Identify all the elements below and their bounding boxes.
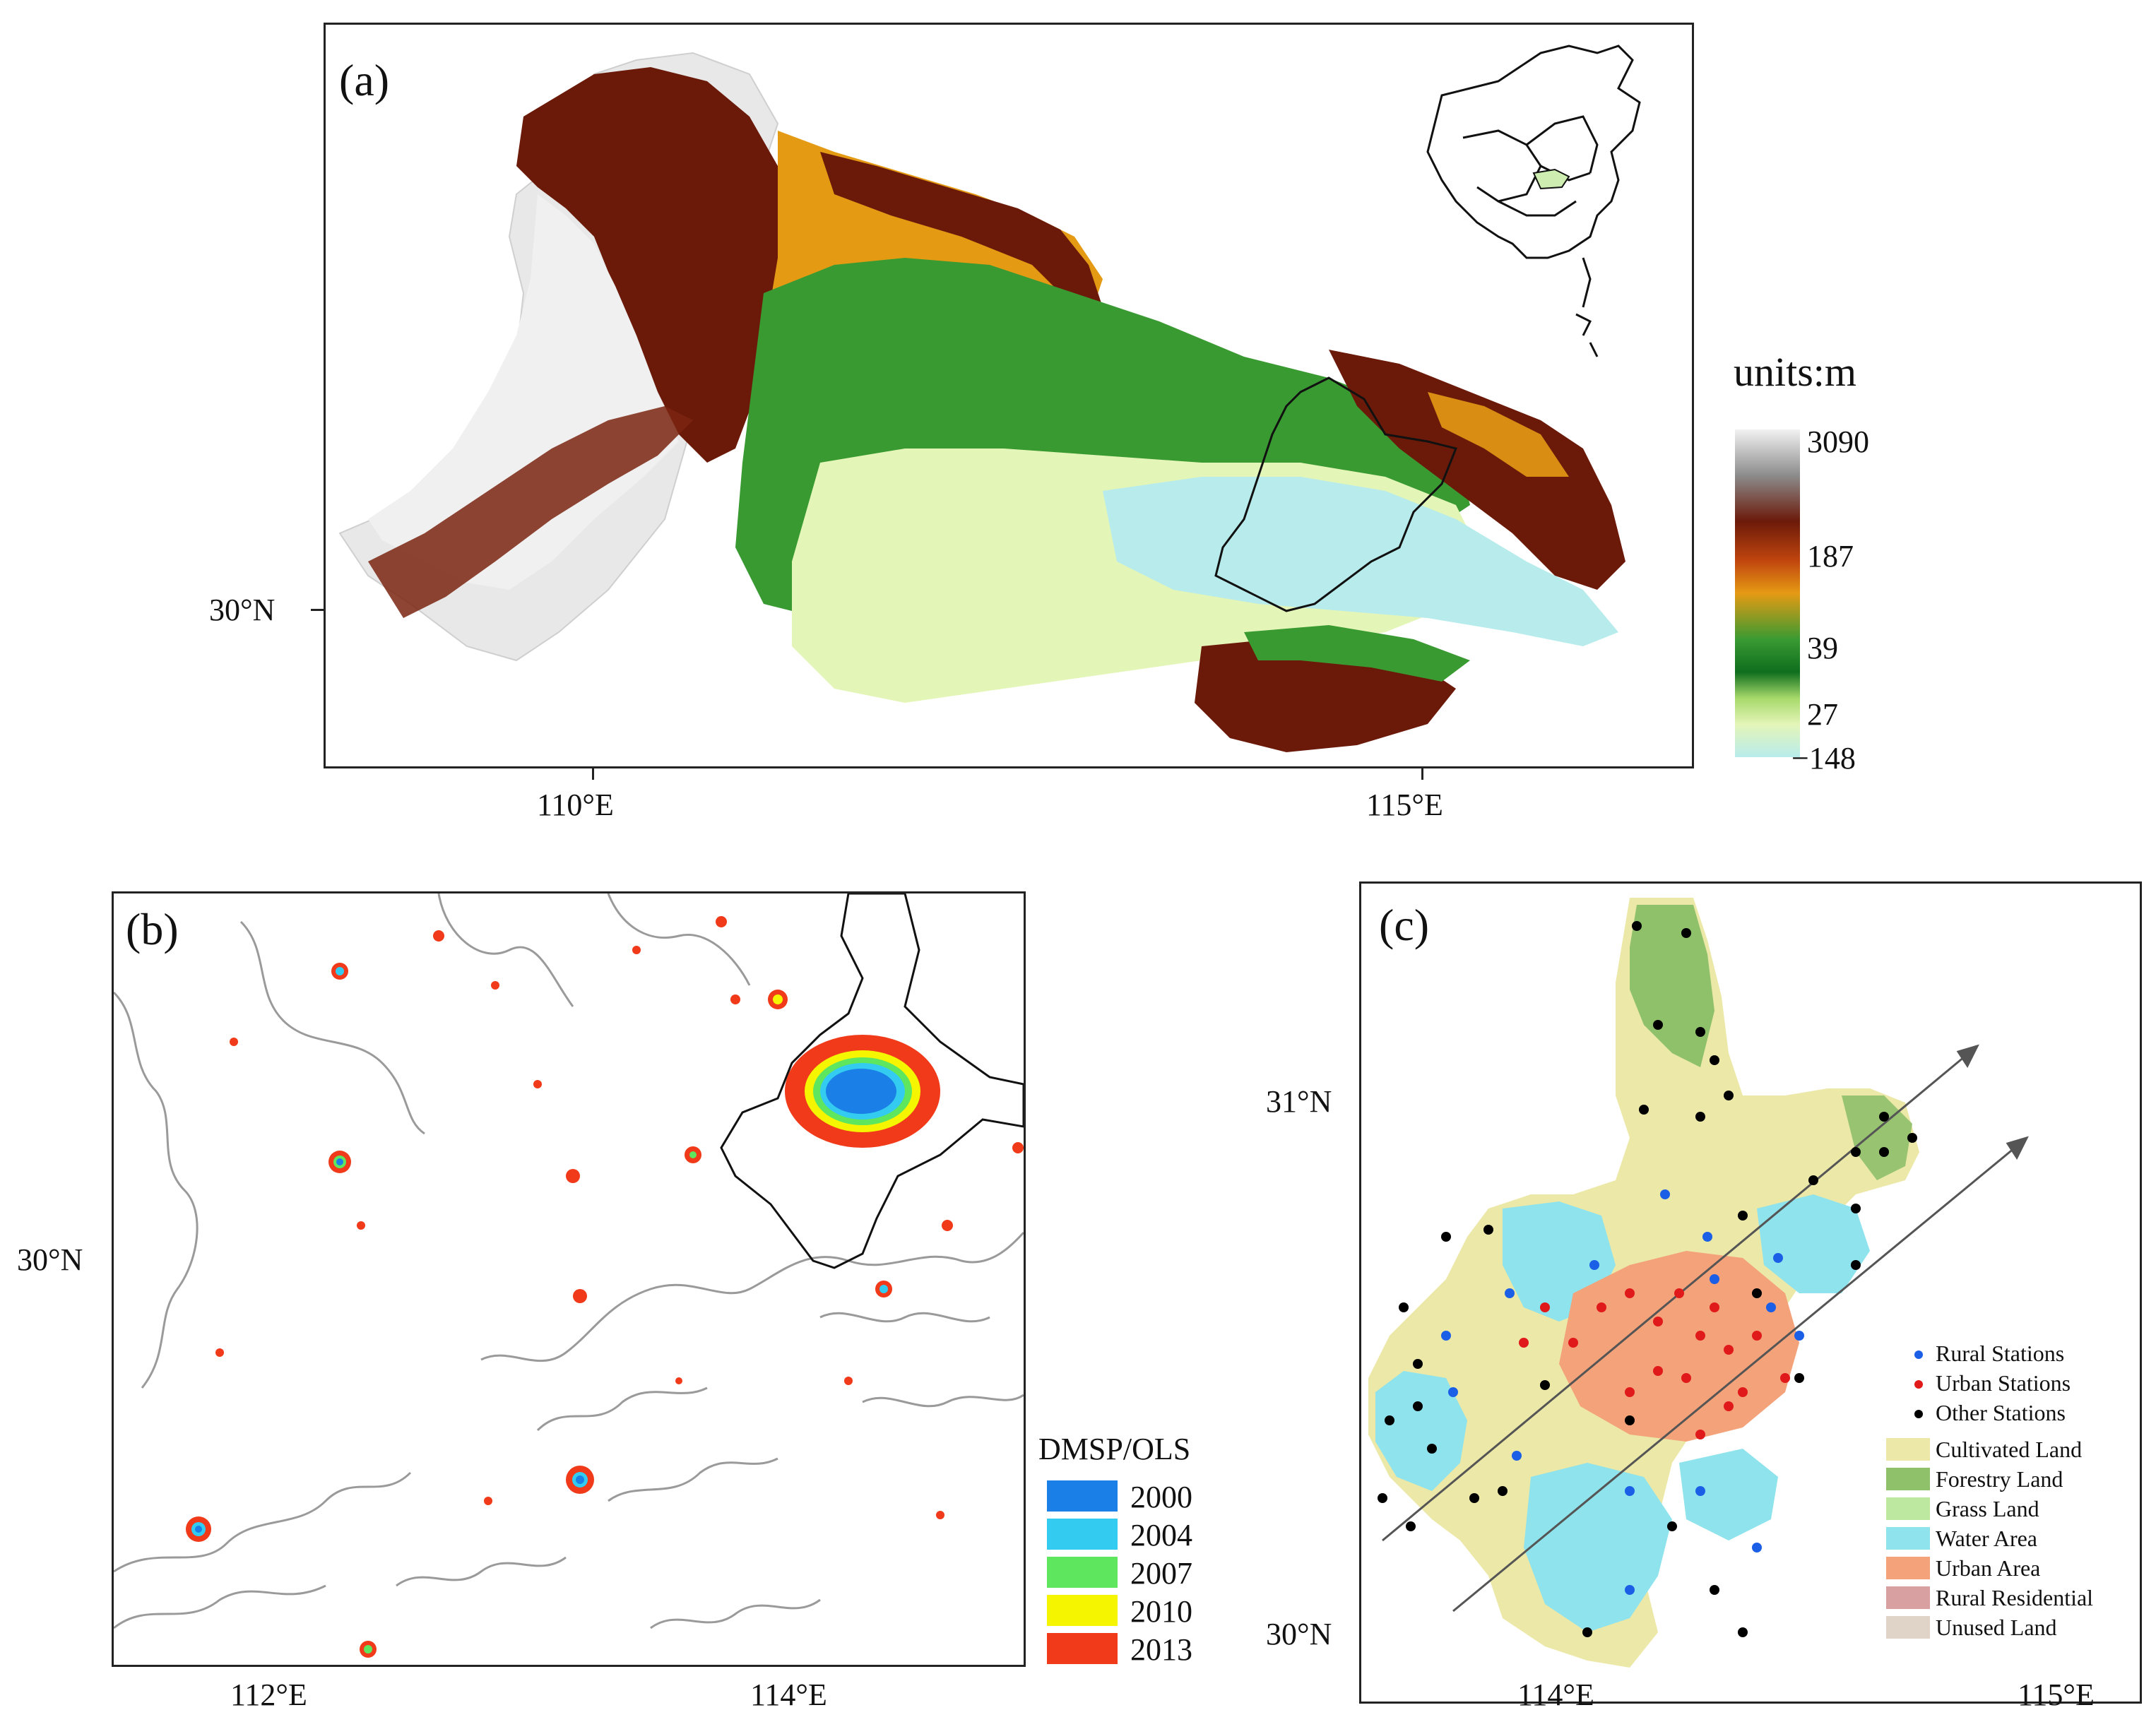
china-inset-map — [1426, 44, 1641, 357]
legend-swatch-urban — [1886, 1557, 1930, 1579]
lon-tick-label-c-2: 115°E — [2018, 1678, 2095, 1712]
dmsp-legend-label-2007: 2007 — [1130, 1556, 1192, 1591]
legend-label-water: Water Area — [1936, 1526, 2037, 1551]
lat-tick-mark-a — [311, 609, 324, 611]
dmsp-legend-label-2004: 2004 — [1130, 1518, 1192, 1552]
dmsp-legend-swatch-2004 — [1047, 1519, 1118, 1550]
region-brown-river-band — [368, 406, 693, 618]
lon-tick-mark-a-1 — [592, 768, 594, 780]
colorbar-title: units:m — [1734, 349, 1857, 395]
legend-label-cultivated: Cultivated Land — [1936, 1437, 2083, 1462]
region-green-southeast — [1244, 625, 1470, 682]
water-lake-south — [1524, 1463, 1672, 1632]
wuhan-boundary — [1214, 376, 1458, 612]
panel-b-map-frame — [112, 891, 1026, 1667]
legend-swatch-unused — [1886, 1616, 1930, 1639]
colorbar-tick-4: −148 — [1791, 741, 1856, 776]
lat-tick-label-a: 30°N — [209, 593, 276, 627]
water-lake-west — [1375, 1371, 1467, 1491]
legend-label-rural-residential: Rural Residential — [1936, 1585, 2094, 1610]
lon-tick-label-a-1: 110°E — [537, 788, 614, 822]
legend-label-urban-area: Urban Area — [1936, 1555, 2041, 1581]
panel-a-label: (a) — [339, 55, 390, 105]
rural-stations — [1441, 1189, 1804, 1595]
dmsp-legend-swatch-2000 — [1047, 1480, 1118, 1512]
lon-tick-label-c-1: 114°E — [1517, 1678, 1594, 1712]
legend-swatch-water — [1886, 1527, 1930, 1550]
legend-label-other: Other Stations — [1936, 1400, 2066, 1425]
legend-swatch-forestry — [1886, 1468, 1930, 1490]
legend-dot-urban — [1914, 1380, 1923, 1389]
legend-label-forestry: Forestry Land — [1936, 1466, 2063, 1492]
legend-label-rural: Rural Stations — [1936, 1341, 2065, 1366]
forestry-northeast — [1842, 1095, 1912, 1180]
legend-dot-other — [1914, 1410, 1923, 1418]
urban-stations — [1519, 1288, 1790, 1439]
night-light-map — [114, 893, 1024, 1658]
colorbar-tick-1: 187 — [1807, 539, 1854, 574]
dmsp-legend-title: DMSP/OLS — [1038, 1432, 1191, 1466]
legend-swatch-grass — [1886, 1497, 1930, 1520]
region-mountain-brown-west — [516, 67, 792, 463]
wuhan-night-light — [785, 1035, 940, 1148]
panel-b-label: (b) — [126, 904, 179, 954]
colorbar-tick-3: 27 — [1807, 697, 1838, 732]
dmsp-legend-swatch-2013 — [1047, 1633, 1118, 1664]
lon-tick-label-a-2: 115°E — [1366, 788, 1443, 822]
legend-swatch-cultivated — [1886, 1438, 1930, 1461]
panel-c-label: (c) — [1379, 900, 1430, 950]
other-stations — [1378, 921, 1917, 1637]
legend-label-grass: Grass Land — [1936, 1496, 2039, 1521]
colorbar-tick-0: 3090 — [1807, 424, 1869, 459]
region-brown-east — [1329, 350, 1625, 590]
legend-dot-rural — [1914, 1350, 1923, 1359]
small-city-lights — [186, 916, 1024, 1658]
panel-c-map-frame — [1359, 881, 2142, 1704]
region-orange-east — [1428, 392, 1569, 477]
lat-tick-label-c-1: 31°N — [1266, 1084, 1332, 1119]
lon-tick-mark-a-2 — [1421, 768, 1423, 780]
dmsp-legend-label-2000: 2000 — [1130, 1480, 1192, 1514]
terrain-contours — [114, 893, 1024, 1629]
forestry-north — [1630, 905, 1714, 1067]
region-high-west-inner — [368, 194, 679, 590]
legend-label-urban: Urban Stations — [1936, 1370, 2071, 1396]
lon-tick-label-b-1: 112°E — [230, 1678, 307, 1712]
dmsp-legend-swatch-2007 — [1047, 1557, 1118, 1588]
elevation-map — [338, 44, 1641, 752]
colorbar-tick-2: 39 — [1807, 631, 1838, 665]
transect-lines — [1382, 1044, 2029, 1613]
water-lake-southeast — [1679, 1449, 1778, 1540]
legend-label-unused: Unused Land — [1936, 1615, 2057, 1640]
region-brown-north — [820, 152, 1103, 307]
lon-tick-label-b-2: 114°E — [750, 1678, 827, 1712]
dmsp-legend-label-2013: 2013 — [1130, 1632, 1192, 1667]
inset-hubei-highlight — [1532, 168, 1570, 190]
dmsp-legend-label-2010: 2010 — [1130, 1594, 1192, 1629]
wuhan-boundary-b — [720, 893, 1024, 1269]
region-water-lakes — [1103, 477, 1618, 646]
dmsp-legend-swatch-2010 — [1047, 1595, 1118, 1626]
lat-tick-label-b: 30°N — [17, 1242, 83, 1277]
water-lake-east — [1757, 1194, 1870, 1293]
landuse-map — [1368, 898, 2029, 1668]
lat-tick-label-c-2: 30°N — [1266, 1617, 1332, 1651]
panel-a-map-frame — [324, 23, 1694, 768]
elevation-colorbar — [1735, 429, 1800, 757]
legend-swatch-rural-residential — [1886, 1586, 1930, 1609]
